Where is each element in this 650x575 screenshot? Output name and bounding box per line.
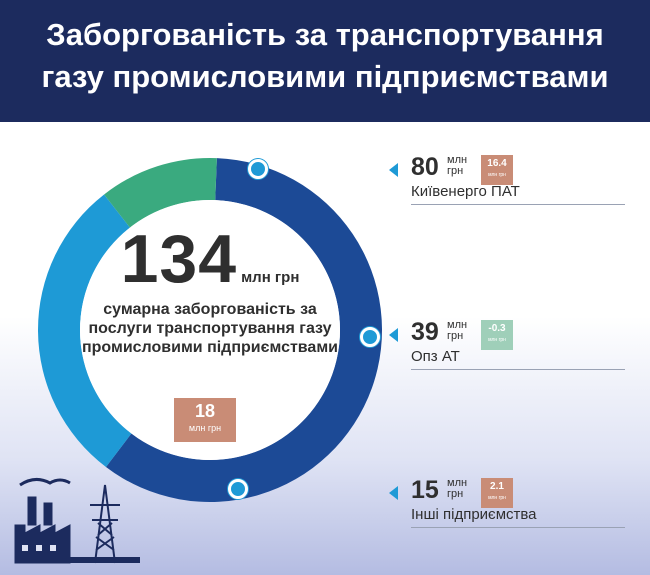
item-change-badge: -0.3 млн грн (481, 320, 513, 350)
page-title-line1: Заборгованість за транспортування (46, 17, 604, 52)
item-change-badge: 2.1 млн грн (481, 478, 513, 508)
total-value-block: 134 млн грн (80, 220, 340, 298)
pointer-triangle-icon (389, 163, 398, 177)
power-pylon-icon (90, 484, 120, 564)
item-divider (411, 369, 625, 370)
item-change-unit: млн грн (488, 337, 506, 343)
item-name: Інші підприємства (411, 506, 537, 523)
legend-item-opz: 39 млн грн -0.3 млн грн Опз АТ (385, 318, 625, 370)
page-title-line2: газу промисловими підприємствами (41, 59, 609, 94)
total-value: 134 (120, 221, 238, 297)
total-unit: млн грн (241, 269, 300, 286)
item-name: Опз АТ (411, 348, 460, 365)
item-value: 39 (411, 318, 439, 346)
item-change-value: 2.1 (490, 481, 504, 492)
factory-icon (14, 478, 140, 564)
pointer-triangle-icon (389, 486, 398, 500)
legend-item-other: 15 млн грн 2.1 млн грн Інші підприємства (385, 476, 625, 528)
donut-hole (80, 200, 340, 460)
item-value: 15 (411, 476, 439, 504)
total-change-value: 18 (194, 401, 216, 421)
total-change-unit: млн грн (188, 423, 222, 433)
item-change-unit: млн грн (488, 495, 506, 501)
connector-dot-opz (360, 327, 380, 347)
item-name: Київенерго ПАТ (411, 183, 520, 200)
item-change-value: 16.4 (487, 158, 507, 169)
connector-dot-kyivenergo (248, 159, 268, 179)
item-change-unit: млн грн (488, 172, 506, 178)
total-change-badge: 18 млн грн (174, 398, 236, 442)
item-unit: млн грн (447, 154, 468, 177)
donut-slice-kyivenergo (105, 158, 382, 503)
item-unit: млн грн (447, 477, 468, 500)
donut-slice-opz (38, 194, 132, 467)
total-description: сумарна заборгованість за послуги трансп… (81, 301, 338, 356)
donut-slice-other (104, 158, 217, 228)
item-value: 80 (411, 153, 439, 181)
header-banner: Заборгованість за транспортування газу п… (0, 0, 650, 122)
item-unit: млн грн (447, 319, 468, 342)
pointer-triangle-icon (389, 328, 398, 342)
item-divider (411, 527, 625, 528)
item-change-badge: 16.4 млн грн (481, 155, 513, 185)
connector-dot-other (228, 479, 248, 499)
item-change-value: -0.3 (488, 323, 506, 334)
legend-item-kyivenergo: 80 млн грн 16.4 млн грн Київенерго ПАТ (385, 153, 625, 205)
item-divider (411, 204, 625, 205)
